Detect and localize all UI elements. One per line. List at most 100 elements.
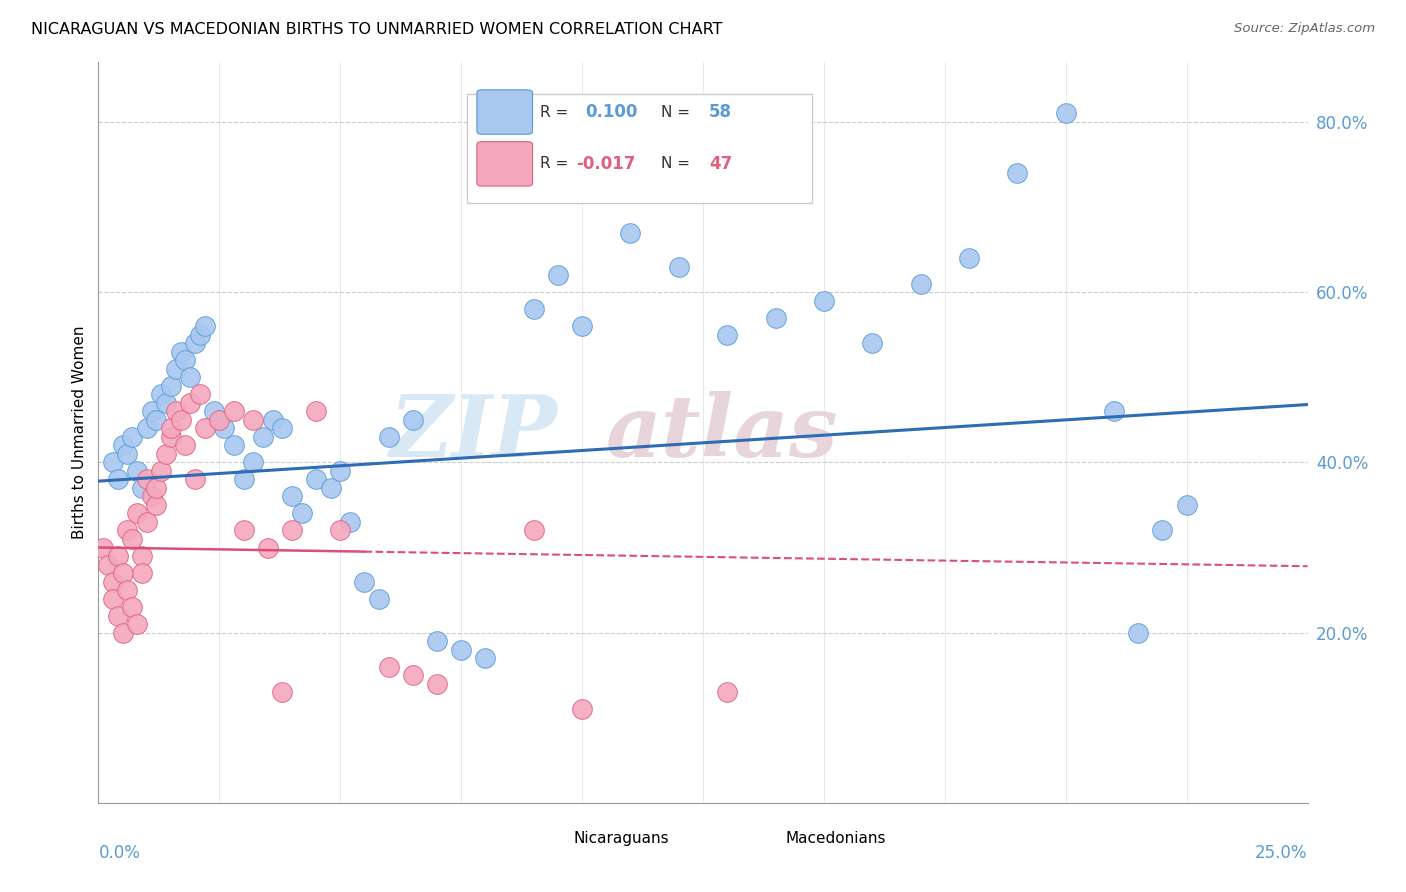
Point — [271, 685, 294, 699]
Point — [474, 651, 496, 665]
Text: R =: R = — [540, 104, 572, 120]
Point — [117, 524, 139, 538]
Point — [169, 344, 191, 359]
Point — [101, 591, 124, 606]
Point — [271, 421, 294, 435]
Point — [281, 490, 304, 504]
Point — [262, 413, 284, 427]
Point — [957, 251, 980, 265]
Point — [523, 302, 546, 317]
Point — [150, 387, 173, 401]
Point — [426, 634, 449, 648]
Point — [91, 541, 114, 555]
FancyBboxPatch shape — [735, 823, 779, 855]
Point — [1175, 498, 1198, 512]
Point — [716, 685, 738, 699]
Point — [131, 481, 153, 495]
Point — [131, 566, 153, 580]
Point — [194, 319, 217, 334]
Point — [135, 421, 157, 435]
Point — [329, 524, 352, 538]
Point — [668, 260, 690, 274]
Point — [117, 582, 139, 597]
Point — [111, 566, 134, 580]
Text: atlas: atlas — [606, 391, 839, 475]
Point — [101, 574, 124, 589]
Point — [141, 490, 163, 504]
Point — [145, 413, 167, 427]
Point — [127, 617, 149, 632]
Point — [377, 430, 399, 444]
Point — [860, 336, 883, 351]
Point — [107, 472, 129, 486]
Point — [188, 327, 211, 342]
Point — [523, 524, 546, 538]
Point — [256, 541, 278, 555]
Point — [121, 600, 143, 615]
Point — [127, 464, 149, 478]
Text: 0.0%: 0.0% — [98, 844, 141, 862]
Point — [131, 549, 153, 563]
Point — [111, 438, 134, 452]
Point — [305, 404, 328, 418]
Point — [155, 396, 177, 410]
Point — [184, 336, 207, 351]
Text: 25.0%: 25.0% — [1256, 844, 1308, 862]
Point — [1152, 524, 1174, 538]
Point — [353, 574, 375, 589]
Point — [910, 277, 932, 291]
Point — [765, 310, 787, 325]
Text: N =: N = — [661, 104, 695, 120]
FancyBboxPatch shape — [524, 823, 568, 855]
Point — [174, 353, 197, 368]
Point — [117, 447, 139, 461]
Point — [242, 413, 264, 427]
Point — [242, 455, 264, 469]
Point — [813, 293, 835, 308]
Point — [107, 549, 129, 563]
Point — [179, 370, 201, 384]
Point — [165, 361, 187, 376]
Point — [377, 659, 399, 673]
Point — [165, 404, 187, 418]
Text: 47: 47 — [709, 155, 733, 173]
Point — [101, 455, 124, 469]
Point — [402, 668, 425, 682]
Point — [281, 524, 304, 538]
Point — [169, 413, 191, 427]
Point — [174, 438, 197, 452]
Point — [232, 524, 254, 538]
Point — [111, 625, 134, 640]
Point — [188, 387, 211, 401]
Point — [1102, 404, 1125, 418]
Text: R =: R = — [540, 156, 572, 171]
Text: N =: N = — [661, 156, 695, 171]
Text: -0.017: -0.017 — [576, 155, 636, 173]
Point — [368, 591, 391, 606]
Point — [232, 472, 254, 486]
Point — [141, 404, 163, 418]
Point — [160, 430, 183, 444]
Point — [184, 472, 207, 486]
Point — [145, 481, 167, 495]
Point — [571, 319, 593, 334]
Text: Source: ZipAtlas.com: Source: ZipAtlas.com — [1234, 22, 1375, 36]
FancyBboxPatch shape — [477, 90, 533, 135]
FancyBboxPatch shape — [467, 94, 811, 203]
Text: 0.100: 0.100 — [586, 103, 638, 121]
Point — [290, 507, 312, 521]
Point — [547, 268, 569, 283]
Point — [145, 498, 167, 512]
Point — [208, 413, 231, 427]
Point — [160, 421, 183, 435]
Point — [426, 676, 449, 690]
Point — [1007, 166, 1029, 180]
Point — [339, 515, 361, 529]
Text: ZIP: ZIP — [389, 391, 558, 475]
Text: Macedonians: Macedonians — [785, 830, 886, 846]
Point — [194, 421, 217, 435]
Point — [222, 438, 245, 452]
Point — [450, 642, 472, 657]
Point — [329, 464, 352, 478]
Point — [204, 404, 226, 418]
